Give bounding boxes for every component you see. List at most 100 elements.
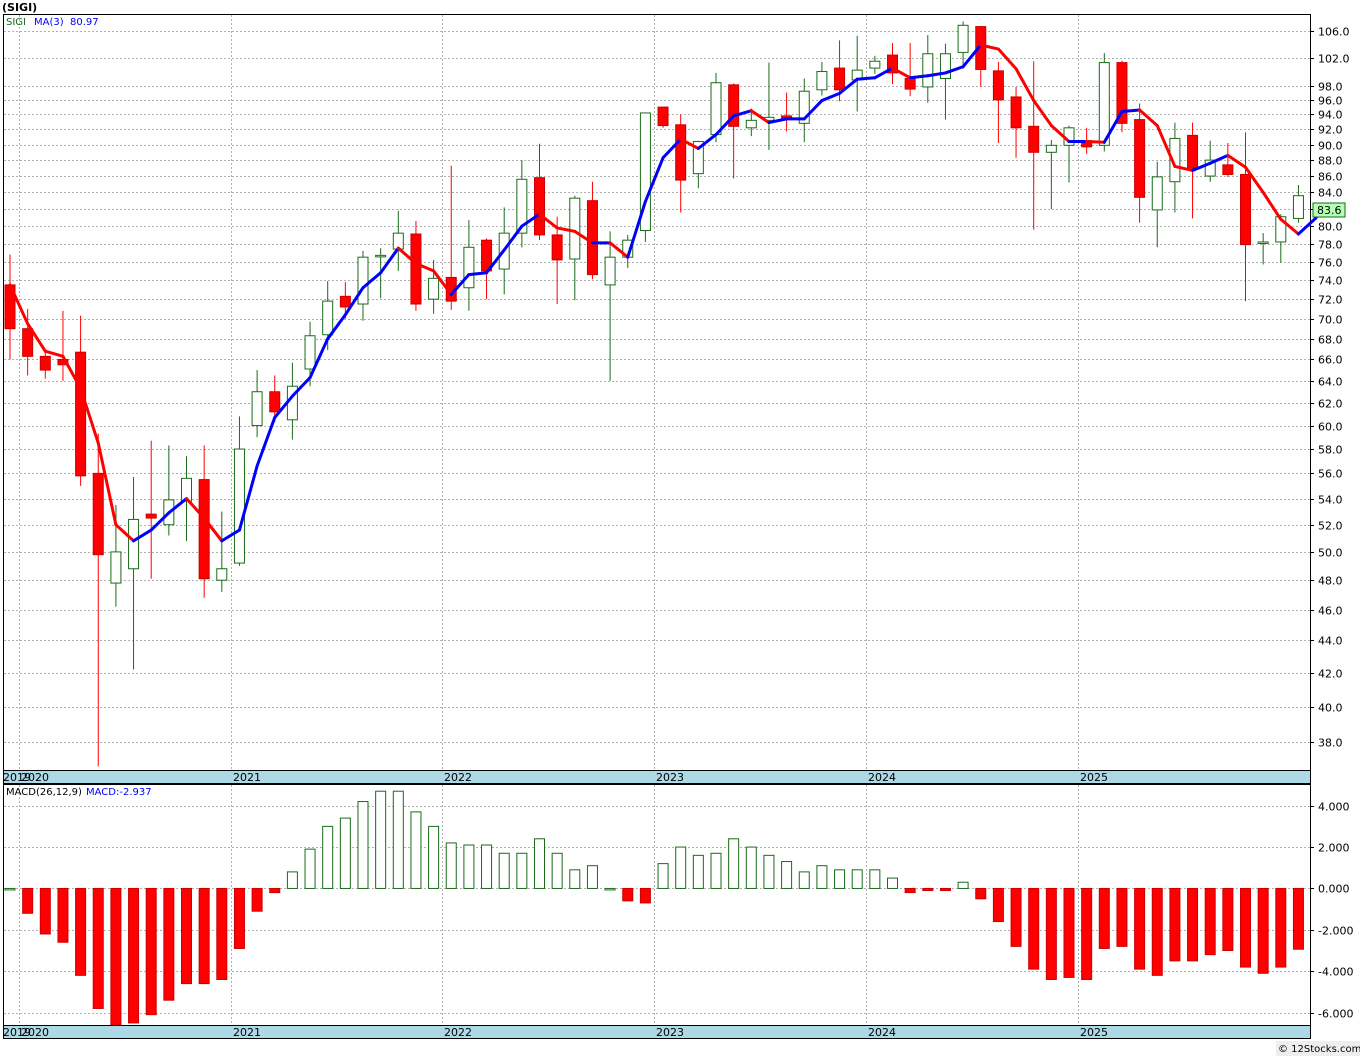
macd-bar-positive	[781, 861, 793, 889]
macd-bar-positive	[498, 852, 510, 889]
price-panel-frame	[3, 14, 1311, 771]
price-tick-label: 80.0	[1318, 221, 1343, 234]
candle-body-down	[586, 200, 598, 276]
candle-body-up	[428, 277, 440, 300]
legend-ma-value: 80.97	[70, 17, 99, 28]
ma-segment	[220, 528, 241, 543]
macd-bar-positive	[569, 869, 581, 889]
ma-segment	[749, 109, 771, 125]
ma-segment	[926, 71, 947, 78]
candle	[939, 43, 951, 120]
macd-bar-negative	[1063, 887, 1075, 978]
candle-body-up	[304, 335, 316, 370]
year-label: 2019	[3, 1026, 31, 1039]
candle-body-down	[534, 177, 545, 236]
macd-bar-negative	[1134, 887, 1146, 970]
candle-body-down	[1010, 96, 1022, 129]
ma-segment	[79, 386, 100, 445]
candle-body-up	[128, 518, 140, 570]
ma-segment	[1155, 124, 1177, 168]
price-tick-label: 48.0	[1318, 575, 1343, 588]
macd-bar-negative	[622, 887, 634, 902]
macd-bar-negative	[639, 887, 651, 904]
ma-segment	[114, 523, 136, 543]
macd-bar-negative	[992, 887, 1004, 923]
macd-bar-negative	[1081, 887, 1093, 980]
price-tick-label: 94.0	[1318, 109, 1343, 122]
macd-bar-negative	[1098, 887, 1110, 949]
macd-bar-negative	[939, 887, 951, 892]
macd-bar-positive	[692, 854, 704, 889]
candle-body-up	[869, 60, 881, 69]
price-tick-label: 42.0	[1318, 668, 1343, 681]
price-tick-label: 88.0	[1318, 155, 1343, 168]
ma-segment	[555, 226, 577, 233]
year-label: 2025	[1080, 1026, 1108, 1039]
ma-segment	[1191, 161, 1212, 172]
macd-tick-label: -6.000	[1318, 1008, 1353, 1021]
ma-segment	[290, 376, 312, 398]
year-label: 2019	[3, 771, 31, 784]
candle-body-down	[1240, 173, 1251, 246]
macd-bar-negative	[57, 887, 69, 943]
ma-segment	[202, 516, 224, 543]
candle	[922, 35, 934, 103]
macd-bar-positive	[339, 817, 351, 889]
price-tick-label: 106.0	[1318, 26, 1350, 39]
candle-body-down	[22, 328, 34, 357]
ma-segment	[449, 273, 471, 296]
ma-segment	[308, 337, 330, 380]
candle	[1204, 140, 1216, 182]
ma-segment	[361, 271, 383, 290]
candle-body-up	[798, 90, 810, 124]
candle-body-down	[198, 479, 210, 580]
price-y-axis-ticks: 38.0 40.0 42.0 44.0 46.0 48.0 50.0 52.0 54.0 56.0…	[1310, 26, 1350, 750]
macd-bar-negative	[1010, 887, 1022, 947]
macd-bar-positive	[887, 877, 898, 889]
ma-segment	[1014, 67, 1036, 103]
candle	[198, 445, 210, 598]
macd-bar-positive	[586, 865, 598, 889]
ma-segment	[1032, 99, 1053, 128]
candle	[586, 181, 598, 280]
macd-bar-positive	[463, 844, 475, 889]
candle	[1010, 86, 1022, 158]
ma-segment	[714, 114, 736, 137]
candle-body-down	[1028, 125, 1040, 153]
legend-ma-label: MA(3)	[34, 17, 64, 28]
candle-body-up	[233, 448, 245, 564]
candle-body-up	[110, 551, 122, 584]
ma-segment	[1279, 217, 1300, 236]
candle-body-up	[692, 140, 704, 175]
macd-histogram	[4, 790, 1304, 1026]
candle	[887, 43, 898, 85]
macd-bar-negative	[922, 887, 934, 892]
macd-bar-negative	[216, 887, 228, 980]
candle-body-down	[1116, 62, 1128, 124]
last-price-tag: 83.6	[1312, 202, 1346, 218]
macd-bar-positive	[657, 863, 669, 889]
candle-body-down	[728, 84, 740, 127]
price-panel: 38.0 40.0 42.0 44.0 46.0 48.0 50.0 52.0 54.0 56.0…	[3, 14, 1350, 784]
candle-body-up	[1151, 176, 1163, 211]
ma-segment	[185, 497, 206, 520]
ma-segment	[1261, 190, 1283, 221]
year-label: 2023	[656, 771, 684, 784]
macd-bar-positive	[763, 854, 775, 889]
macd-bar-positive	[410, 811, 422, 889]
moving-average-line	[8, 43, 1318, 543]
ma-segment	[696, 133, 718, 150]
price-tick-label: 50.0	[1318, 547, 1343, 560]
ma-segment	[767, 117, 789, 125]
price-tick-label: 76.0	[1318, 257, 1343, 270]
candle	[251, 370, 263, 438]
candle-body-up	[1169, 137, 1181, 183]
ma-segment	[26, 322, 47, 353]
year-label: 2021	[233, 771, 261, 784]
candle-body-up	[1257, 241, 1269, 244]
price-tick-label: 40.0	[1318, 702, 1343, 715]
macd-bar-positive	[745, 846, 757, 889]
macd-bar-positive	[604, 887, 616, 891]
